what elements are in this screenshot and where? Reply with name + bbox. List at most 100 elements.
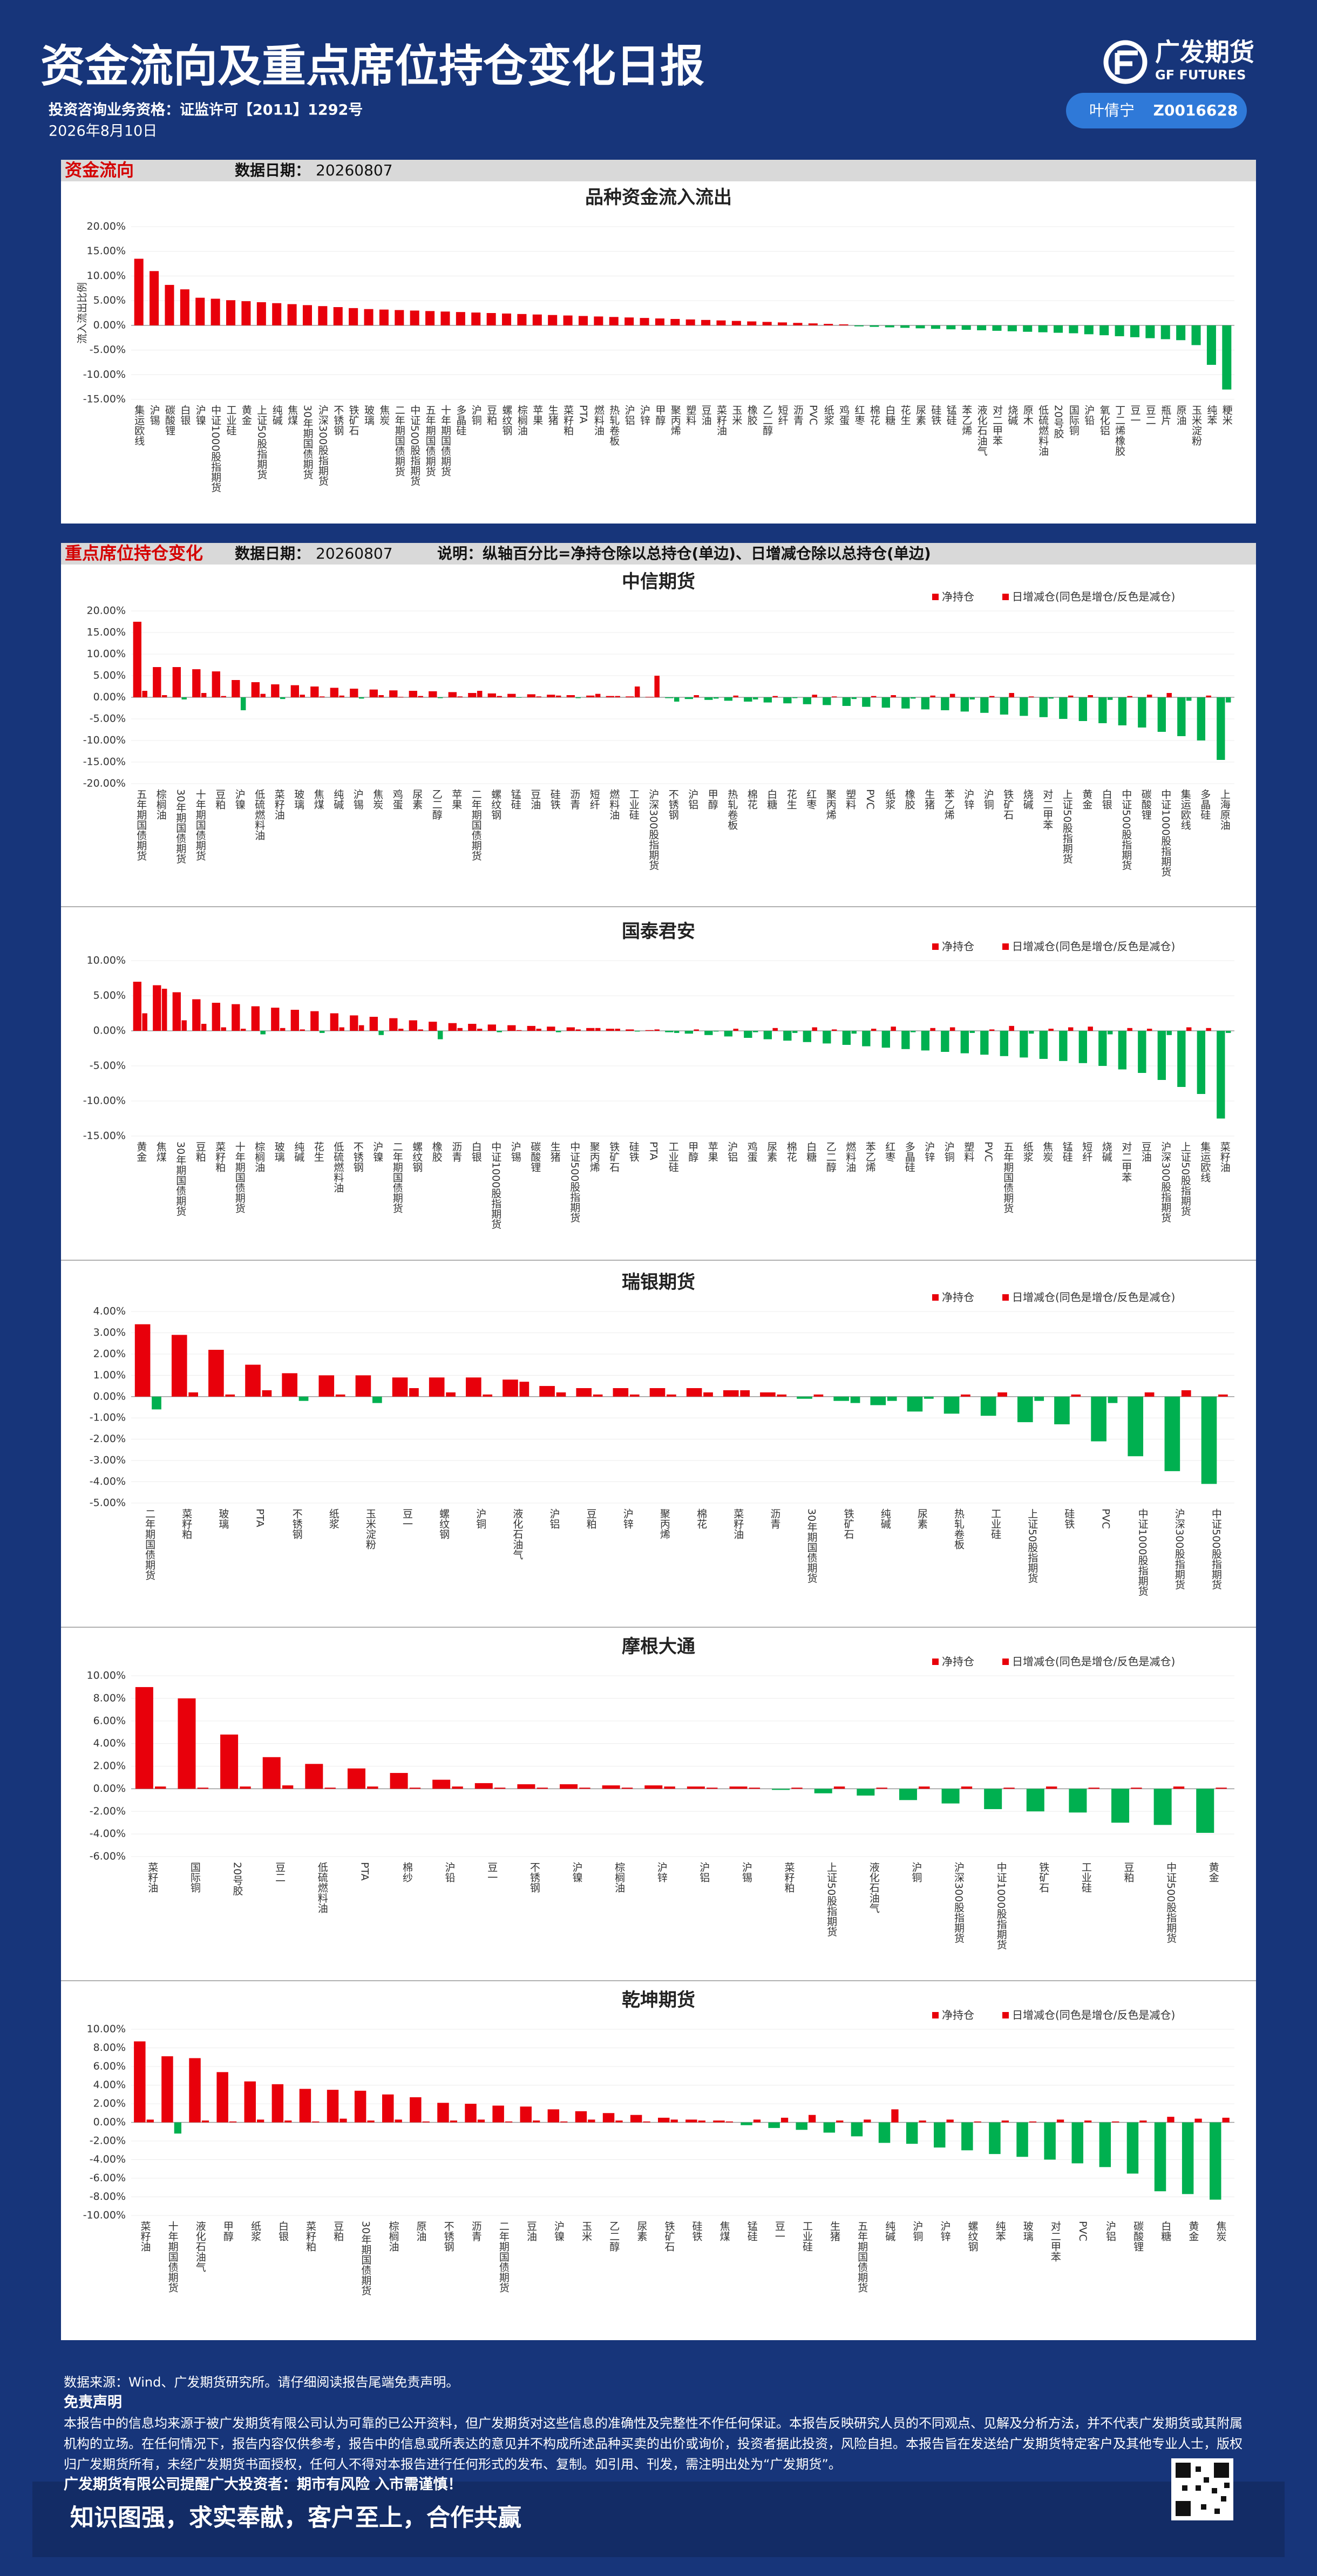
net-position-bar <box>857 1789 875 1796</box>
daily-change-bar <box>733 1029 738 1031</box>
net-position-bar <box>520 2106 532 2123</box>
daily-change-bar <box>1048 697 1054 699</box>
x-tick-label: 硅铁 <box>628 1141 640 1162</box>
bar <box>578 316 588 325</box>
net-position-bar <box>382 2094 394 2123</box>
x-tick-label: 30年期国债期货 <box>805 1508 817 1583</box>
bar <box>379 309 389 325</box>
x-tick-label: 黄金 <box>135 1141 147 1162</box>
net-position-bar <box>390 1773 408 1789</box>
x-tick-label: 沪锡 <box>352 789 364 810</box>
daily-change-bar <box>1218 1394 1228 1397</box>
daily-change-bar <box>516 697 522 698</box>
net-position-bar <box>271 1008 280 1031</box>
bar <box>226 300 236 325</box>
net-position-bar <box>262 1757 281 1789</box>
x-tick-label: 锰硅 <box>746 2221 758 2241</box>
x-tick-label: 不锈钢 <box>528 1862 540 1893</box>
bar <box>762 322 772 325</box>
daily-change-bar <box>1222 2117 1230 2123</box>
daily-change-bar <box>949 694 955 697</box>
x-tick-label: 沪镍 <box>194 405 206 425</box>
x-tick-label: 燃料油 <box>844 1141 856 1172</box>
bar <box>1145 325 1155 338</box>
x-tick-label: 中证1000股指期货 <box>1137 1508 1149 1596</box>
net-position-bar <box>437 2103 449 2123</box>
x-tick-label: 豆油 <box>525 2221 537 2241</box>
daily-change-bar <box>752 697 758 699</box>
x-tick-label: 液化石油气 <box>976 405 988 456</box>
daily-change-bar <box>240 697 246 710</box>
daily-change-bar <box>910 697 916 699</box>
daily-change-bar <box>1206 1028 1211 1031</box>
daily-change-bar <box>300 695 305 697</box>
x-tick-label: 中证1000股指期货 <box>1159 789 1171 877</box>
bar <box>1023 325 1033 332</box>
net-position-bar <box>466 1377 481 1397</box>
x-tick-label: PVC <box>864 789 876 810</box>
panel <box>61 543 1256 2340</box>
daily-change-bar <box>615 2120 623 2123</box>
x-tick-label: 豆一 <box>486 1862 498 1882</box>
net-position-bar <box>192 999 201 1031</box>
daily-change-bar <box>161 989 167 1031</box>
bar <box>594 316 603 325</box>
net-position-bar <box>1099 2122 1111 2167</box>
daily-change-bar <box>1173 1786 1185 1789</box>
x-tick-label: 乙二醇 <box>431 789 443 820</box>
x-tick-label: 沪锌 <box>639 405 650 425</box>
daily-change-bar <box>240 1786 251 1789</box>
x-tick-label: 20号胶 <box>232 1862 243 1895</box>
daily-change-bar <box>733 695 738 697</box>
net-position-bar <box>989 2122 1001 2154</box>
x-tick-label: 纯碱 <box>271 405 283 426</box>
x-tick-label: 国际铜 <box>189 1862 201 1893</box>
daily-change-bar <box>1028 696 1034 697</box>
x-tick-label: 20号胶 <box>1053 405 1064 438</box>
daily-change-bar <box>555 1031 561 1032</box>
bar <box>977 325 987 330</box>
panel <box>61 160 1256 524</box>
x-tick-label: 中证500股指期货 <box>1120 789 1132 871</box>
y-tick-label: 0.00% <box>93 2116 126 2128</box>
x-tick-label: 烧碱 <box>1101 1141 1112 1163</box>
license: 投资咨询业务资格：证监许可【2011】1292号 <box>49 102 363 119</box>
analyst: 叶倩宁 <box>1089 101 1135 119</box>
daily-change-bar <box>694 1029 699 1031</box>
x-tick-label: 液化石油气 <box>868 1862 880 1913</box>
net-position-bar <box>153 667 161 697</box>
daily-change-bar <box>537 1787 548 1789</box>
daily-change-bar <box>339 695 344 697</box>
net-position-bar <box>305 1764 323 1789</box>
x-tick-label: 菜籽油 <box>715 405 727 436</box>
brand: 广发期货 <box>1155 38 1254 67</box>
daily-change-bar <box>319 1031 325 1033</box>
chart-title: 瑞银期货 <box>622 1272 695 1293</box>
x-tick-label: 原油 <box>1175 405 1187 425</box>
x-tick-label: 豆二 <box>274 1862 286 1882</box>
x-tick-label: 焦煤 <box>313 789 324 810</box>
daily-change-bar <box>621 1787 633 1789</box>
y-tick-label: 2.00% <box>93 2098 126 2110</box>
net-position-bar <box>487 1024 496 1031</box>
x-tick-label: PVC <box>1077 2221 1089 2241</box>
daily-change-bar <box>339 1027 344 1031</box>
x-tick-label: 对二甲苯 <box>991 405 1003 446</box>
y-tick-label: -8.00% <box>90 2191 126 2203</box>
bar <box>302 305 312 325</box>
daily-change-bar <box>533 2120 540 2123</box>
x-tick-label: 聚丙烯 <box>669 405 681 436</box>
x-tick-label: 纸浆 <box>1022 1141 1034 1162</box>
bar <box>747 321 757 325</box>
x-tick-label: 沪深300股指期货 <box>1159 1141 1171 1223</box>
x-tick-label: PTA <box>358 1862 370 1881</box>
x-tick-label: 菜籽油 <box>1219 1141 1231 1172</box>
net-position-bar <box>1000 1031 1008 1056</box>
daily-change-bar <box>457 696 463 697</box>
x-tick-label: 沪锌 <box>962 789 974 810</box>
x-tick-label: 二年期国债期货 <box>498 2221 510 2293</box>
net-position-bar <box>881 1031 890 1048</box>
net-position-bar <box>1210 2122 1221 2200</box>
report-date: 2026年8月10日 <box>49 123 157 140</box>
x-tick-label: 沪镍 <box>553 2221 565 2241</box>
